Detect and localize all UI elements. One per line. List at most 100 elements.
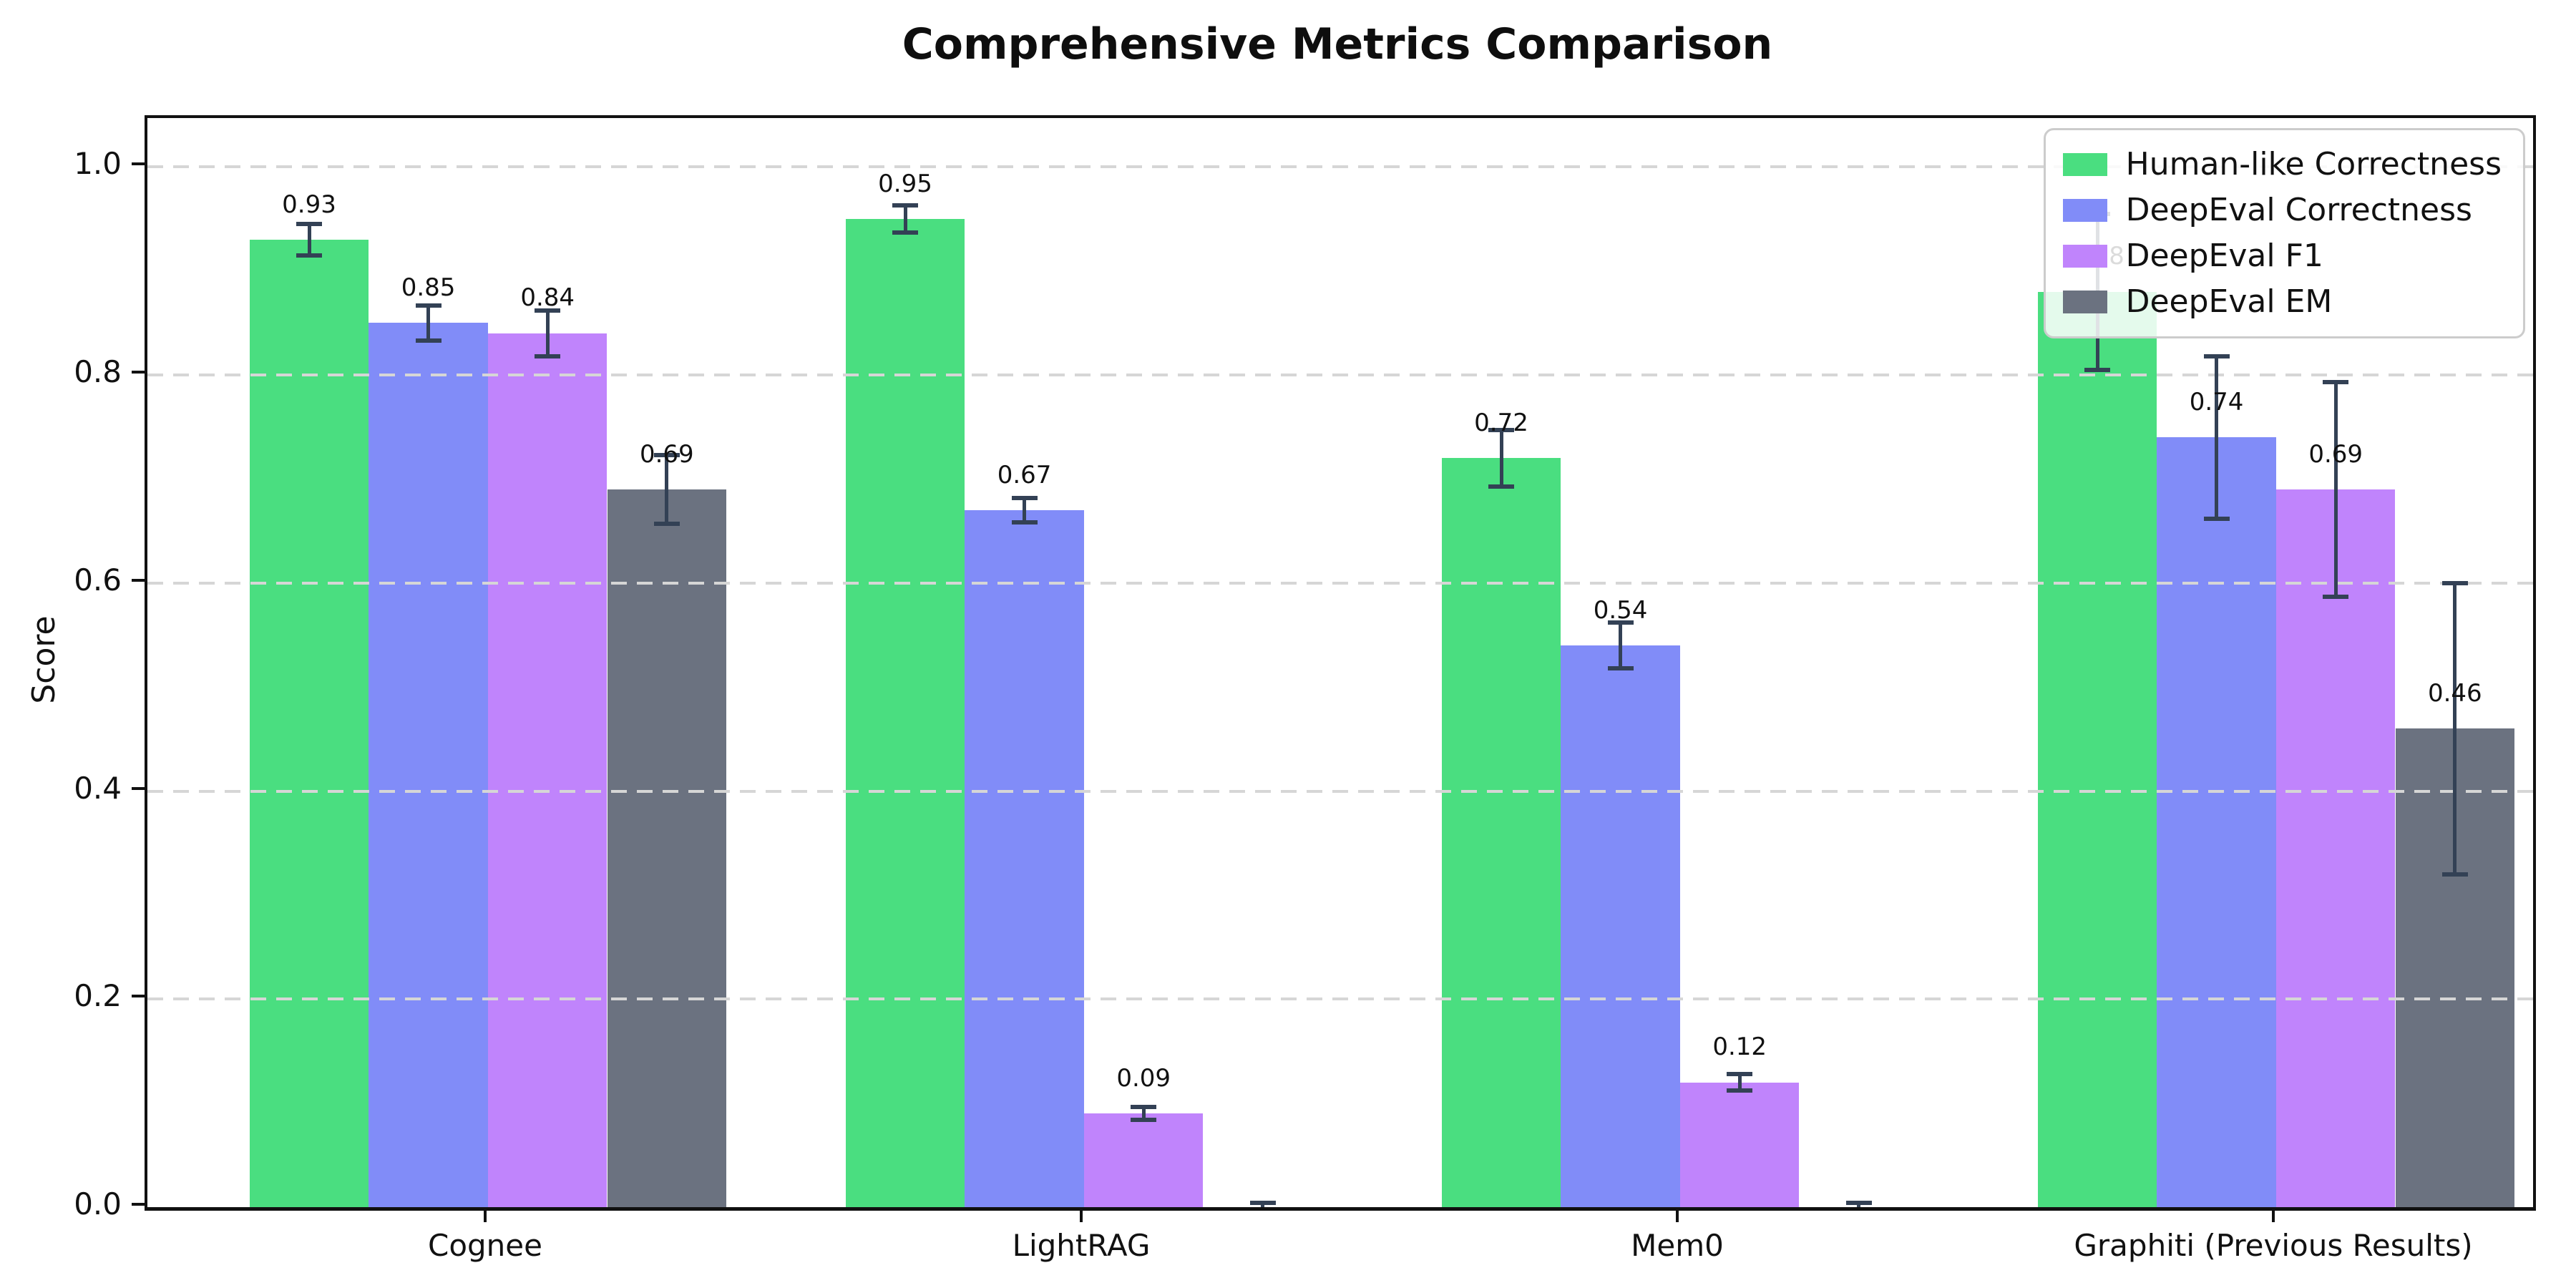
bar-human-like-correctness-3: [2037, 291, 2157, 1207]
bar-value-label: 0.54: [1593, 595, 1648, 625]
bar-value-label: 0.09: [1116, 1063, 1171, 1093]
error-bar-cap-bottom: [296, 253, 322, 258]
error-bar: [1023, 497, 1027, 523]
legend-label: DeepEval F1: [2125, 238, 2323, 274]
bar-value-label: 0.85: [401, 273, 456, 302]
bar-value-label: 0.69: [2308, 439, 2363, 469]
y-tick-mark: [132, 578, 145, 582]
error-bar-cap-top: [1131, 1105, 1157, 1110]
error-bar-cap-bottom: [1488, 484, 1514, 489]
legend-label: DeepEval Correctness: [2125, 192, 2472, 228]
error-bar-cap-top: [1727, 1071, 1753, 1076]
error-bar: [2215, 356, 2219, 519]
error-bar: [1619, 623, 1623, 668]
error-bar-cap-top: [2203, 353, 2230, 358]
x-tick-label: LightRAG: [1012, 1228, 1151, 1263]
y-tick-mark: [132, 162, 145, 166]
error-bar-cap-bottom: [1131, 1117, 1157, 1122]
y-tick-label: 0.2: [74, 978, 122, 1014]
y-tick-label: 0.4: [74, 770, 122, 806]
error-bar-cap-top: [415, 303, 441, 308]
error-bar-cap-top: [892, 203, 918, 208]
error-bar-cap-top: [653, 452, 680, 457]
error-bar-cap-bottom: [1250, 1209, 1276, 1211]
error-bar: [307, 224, 311, 255]
gridline-y-0.4: [147, 789, 2533, 793]
legend-item: DeepEval F1: [2062, 233, 2502, 279]
bar-deepeval-f1-2: [1679, 1082, 1800, 1207]
bar-deepeval-f1-3: [2275, 489, 2396, 1207]
y-tick-label: 0.0: [74, 1186, 122, 1221]
bar-deepeval-f1-0: [487, 333, 608, 1207]
bar-value-label: 0.84: [520, 283, 575, 313]
error-bar-cap-bottom: [415, 338, 441, 343]
y-tick-mark: [132, 995, 145, 998]
error-bar-cap-bottom: [535, 353, 561, 358]
bar-value-label: 0.95: [878, 169, 932, 198]
x-tick-label: Mem0: [1631, 1228, 1724, 1263]
error-bar: [665, 454, 669, 524]
bar-deepeval-correctness-3: [2157, 437, 2276, 1207]
error-bar-cap-top: [2323, 380, 2349, 385]
x-tick-label: Graphiti (Previous Results): [2074, 1228, 2473, 1263]
legend-swatch-human-like-correctness: [2062, 153, 2107, 176]
gridline-y-0.8: [147, 374, 2533, 377]
error-bar-cap-bottom: [2203, 516, 2230, 521]
error-bar-cap-bottom: [2441, 872, 2468, 877]
error-bar: [1737, 1073, 1742, 1091]
error-bar-cap-bottom: [2084, 367, 2110, 372]
bar-deepeval-f1-1: [1083, 1113, 1204, 1207]
x-tick-mark: [1080, 1209, 1083, 1222]
x-tick-mark: [484, 1209, 487, 1222]
error-bar: [1141, 1107, 1146, 1120]
bar-value-label: 0.74: [2189, 387, 2244, 416]
error-bar: [903, 205, 907, 233]
x-tick-label: Cognee: [428, 1228, 542, 1263]
error-bar-cap-top: [1249, 1201, 1276, 1206]
legend-label: Human-like Correctness: [2125, 146, 2502, 182]
bar-human-like-correctness-2: [1441, 458, 1561, 1207]
y-tick-label: 0.8: [74, 354, 122, 390]
error-bar-cap-bottom: [2323, 594, 2349, 599]
legend: Human-like Correctness DeepEval Correctne…: [2043, 128, 2525, 338]
legend-item: DeepEval EM: [2062, 279, 2502, 325]
y-tick-label: 0.6: [74, 562, 122, 597]
legend-swatch-deepeval-em: [2062, 291, 2107, 313]
bar-human-like-correctness-0: [249, 240, 369, 1207]
y-tick-mark: [132, 371, 145, 374]
bar-value-label: 0.46: [2427, 678, 2482, 708]
legend-label: DeepEval EM: [2125, 283, 2333, 320]
y-tick-mark: [132, 1203, 145, 1206]
bar-deepeval-correctness-1: [965, 510, 1084, 1207]
legend-swatch-deepeval-f1: [2062, 245, 2107, 268]
y-tick-mark: [132, 786, 145, 790]
bar-value-label: 0.12: [1712, 1033, 1767, 1062]
error-bar-cap-top: [2441, 580, 2468, 585]
bar-value-label: 0.67: [997, 460, 1052, 489]
x-tick-mark: [2272, 1209, 2275, 1222]
error-bar-cap-top: [1011, 495, 1038, 500]
error-bar: [2333, 382, 2338, 597]
legend-item: Human-like Correctness: [2062, 142, 2502, 187]
bar-value-label: 0.93: [282, 190, 336, 219]
error-bar: [545, 310, 550, 356]
bar-value-label: 0.72: [1474, 408, 1528, 437]
error-bar: [2453, 582, 2457, 874]
error-bar-cap-top: [296, 222, 322, 227]
error-bar-cap-bottom: [1011, 520, 1038, 525]
gridline-y-1.0: [147, 165, 2533, 169]
chart-title: Comprehensive Metrics Comparison: [902, 19, 1773, 69]
gridline-y-0.2: [147, 997, 2533, 1001]
y-tick-label: 1.0: [74, 146, 122, 182]
error-bar: [426, 305, 431, 341]
error-bar-cap-bottom: [892, 230, 918, 235]
bar-human-like-correctness-1: [845, 219, 965, 1207]
error-bar-cap-top: [535, 308, 561, 313]
error-bar: [1499, 430, 1503, 487]
bar-deepeval-em-0: [607, 489, 727, 1207]
bar-deepeval-correctness-2: [1561, 645, 1680, 1207]
bar-value-label: 0.69: [639, 439, 694, 469]
bar-deepeval-correctness-0: [369, 323, 488, 1207]
error-bar-cap-bottom: [1846, 1209, 1872, 1211]
